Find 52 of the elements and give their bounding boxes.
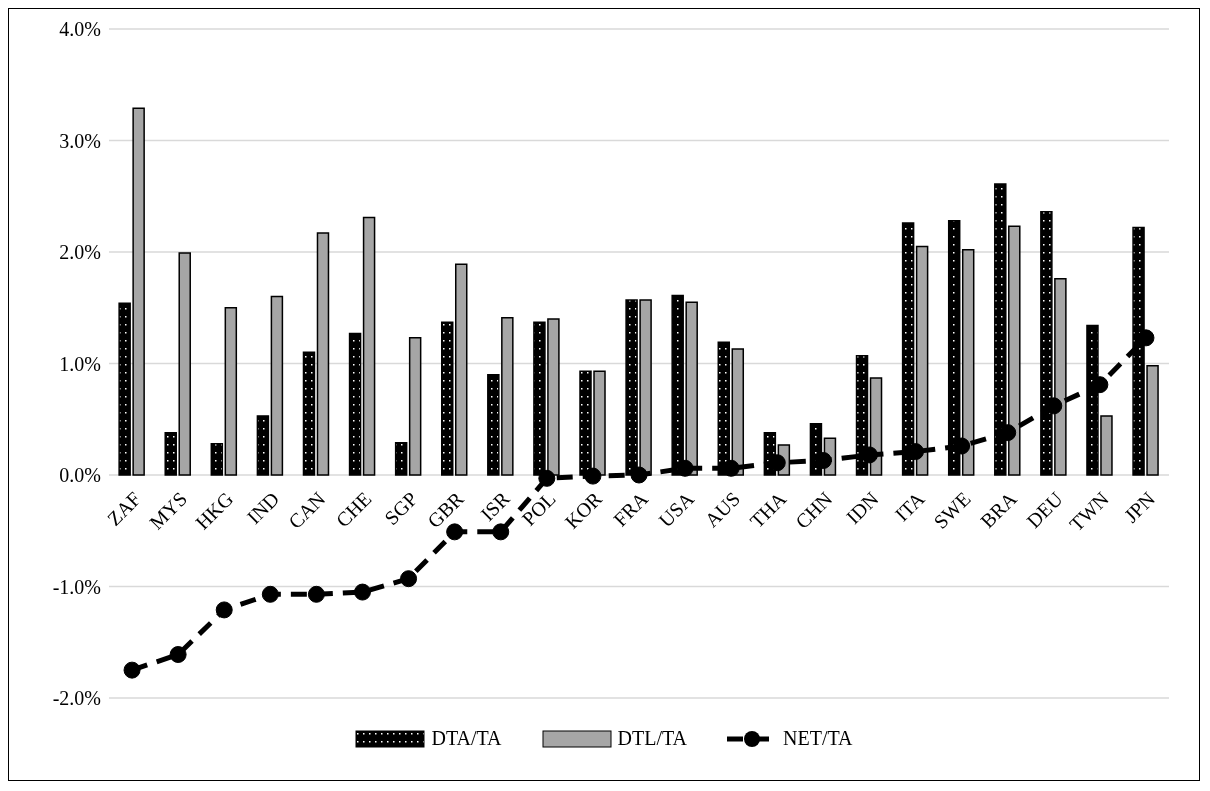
- x-tick-label: CHE: [331, 487, 376, 532]
- x-tick-label: POL: [517, 487, 560, 530]
- x-tick-label: SGP: [380, 487, 422, 529]
- point: [584, 467, 602, 485]
- x-tick-label: IND: [242, 487, 284, 529]
- point: [1091, 376, 1109, 394]
- y-tick-label: 3.0%: [59, 129, 101, 152]
- point: [999, 424, 1017, 442]
- bar: [256, 415, 270, 476]
- point: [1137, 329, 1155, 347]
- point: [676, 459, 694, 477]
- point: [123, 661, 141, 679]
- bar: [394, 441, 408, 476]
- bar: [348, 332, 362, 476]
- bar: [270, 295, 284, 476]
- point: [353, 583, 371, 601]
- x-tick-label: ISR: [476, 486, 515, 526]
- point: [814, 452, 832, 470]
- x-tick-label: JPN: [1119, 487, 1159, 527]
- legend-label: DTL/TA: [617, 727, 688, 750]
- x-tick-label: IDN: [841, 487, 883, 529]
- y-tick-label: 4.0%: [59, 18, 101, 41]
- point: [169, 646, 187, 664]
- point: [215, 601, 233, 619]
- bar: [224, 307, 238, 476]
- bar: [362, 216, 376, 476]
- bar: [455, 263, 468, 476]
- y-tick-label: -1.0%: [52, 575, 101, 598]
- point: [492, 523, 510, 541]
- point: [953, 437, 971, 455]
- x-tick-label: THA: [745, 487, 791, 533]
- point: [630, 466, 648, 484]
- bar: [441, 321, 454, 476]
- bar: [408, 337, 422, 476]
- y-tick-label: 1.0%: [59, 352, 101, 375]
- point: [400, 570, 418, 588]
- point: [538, 469, 556, 487]
- y-tick-label: -2.0%: [52, 687, 101, 710]
- point: [307, 585, 325, 603]
- x-tick-label: ITA: [890, 487, 929, 526]
- x-tick-label: FRA: [608, 487, 653, 531]
- x-tick-label: GBR: [423, 486, 469, 533]
- bar: [316, 232, 330, 476]
- legend-label: NET/TA: [783, 727, 853, 750]
- bar: [302, 351, 316, 476]
- x-tick-label: BRA: [976, 487, 1022, 533]
- bar: [210, 443, 224, 476]
- y-tick-label: 0.0%: [59, 464, 101, 487]
- y-tick-label: 2.0%: [59, 241, 101, 264]
- legend-label: DTA/TA: [431, 727, 502, 750]
- point: [261, 585, 279, 603]
- x-tick-label: USA: [654, 487, 699, 532]
